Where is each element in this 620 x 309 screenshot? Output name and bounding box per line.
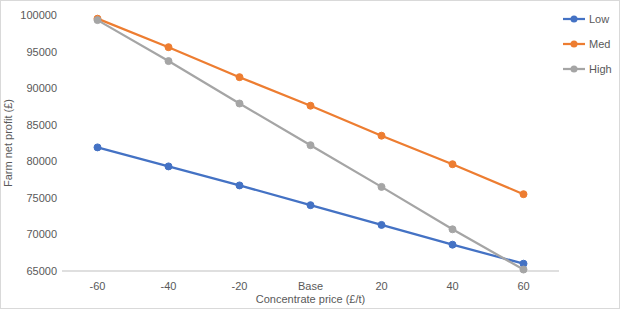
data-point: [449, 241, 456, 248]
x-axis-title: Concentrate price (£/t): [256, 293, 365, 305]
y-tick-label: 80000: [26, 155, 57, 167]
data-point: [165, 58, 172, 65]
x-tick-label: -20: [232, 280, 248, 292]
data-point: [378, 183, 385, 190]
data-point: [165, 44, 172, 51]
data-point: [307, 202, 314, 209]
x-tick-label: 40: [446, 280, 458, 292]
data-point: [236, 182, 243, 189]
legend-label: Med: [589, 38, 610, 50]
data-point: [307, 142, 314, 149]
legend-marker: [571, 16, 578, 23]
data-point: [449, 161, 456, 168]
data-point: [236, 100, 243, 107]
data-point: [378, 221, 385, 228]
x-tick-label: Base: [298, 280, 323, 292]
data-point: [378, 132, 385, 139]
y-axis-title: Farm net profit (£): [2, 99, 14, 187]
legend-label: High: [589, 63, 612, 75]
x-tick-label: 20: [375, 280, 387, 292]
legend-marker: [571, 41, 578, 48]
x-tick-label: -60: [90, 280, 106, 292]
y-tick-label: 85000: [26, 119, 57, 131]
y-tick-label: 65000: [26, 265, 57, 277]
series-line: [98, 147, 524, 263]
data-point: [520, 266, 527, 273]
x-tick-label: 60: [517, 280, 529, 292]
data-point: [236, 74, 243, 81]
y-tick-label: 75000: [26, 192, 57, 204]
series-line: [98, 20, 524, 269]
y-tick-label: 70000: [26, 228, 57, 240]
legend-label: Low: [589, 13, 609, 25]
data-point: [307, 102, 314, 109]
data-point: [449, 226, 456, 233]
chart-border: [1, 1, 620, 309]
plot-area: [94, 15, 527, 273]
data-point: [94, 144, 101, 151]
y-tick-label: 95000: [26, 46, 57, 58]
y-tick-label: 100000: [20, 9, 57, 21]
x-axis-line: [62, 271, 559, 272]
legend-marker: [571, 66, 578, 73]
data-point: [94, 17, 101, 24]
data-point: [165, 163, 172, 170]
chart: 65000 70000 75000 80000 85000 90000 95000 10000…: [0, 0, 620, 309]
series-line: [98, 19, 524, 195]
data-point: [520, 191, 527, 198]
x-tick-label: -40: [161, 280, 177, 292]
y-tick-label: 90000: [26, 82, 57, 94]
